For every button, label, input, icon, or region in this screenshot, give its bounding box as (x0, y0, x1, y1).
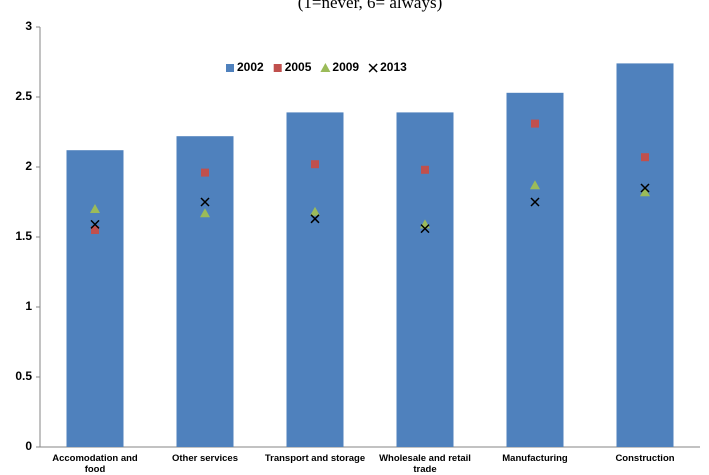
point (530, 180, 540, 190)
point (310, 206, 320, 216)
legend-label: 2009 (332, 60, 359, 74)
x-tick-label: Wholesale and retail trade (379, 453, 471, 475)
point (310, 214, 320, 224)
y-tick-label: 1 (25, 299, 32, 313)
legend-marker (273, 64, 282, 72)
legend-marker (320, 63, 331, 72)
point (200, 208, 210, 218)
point (90, 219, 100, 229)
bar (506, 92, 564, 448)
point (641, 153, 649, 162)
point (640, 187, 650, 197)
point (200, 197, 210, 207)
legend-label: 2013 (380, 60, 407, 74)
y-tick-label: 3 (25, 19, 32, 33)
y-tick-label: 0 (25, 439, 32, 453)
point (530, 197, 540, 207)
point (420, 224, 430, 234)
x-tick-label: Accomodation and food (52, 453, 138, 475)
legend-label: 2002 (237, 60, 264, 74)
x-tick-label: Construction (615, 453, 675, 464)
point (90, 204, 100, 213)
bar (396, 112, 454, 448)
legend-marker (226, 64, 234, 72)
bar (66, 150, 124, 447)
y-tick-label: 2.5 (15, 89, 32, 103)
point (421, 165, 429, 174)
point (531, 119, 539, 128)
point (201, 168, 209, 177)
x-tick-label: Other services (171, 453, 238, 464)
y-tick-label: 0.5 (15, 369, 32, 383)
legend-marker (368, 63, 378, 73)
chart-subtitle: (1=never, 6= always) (298, 0, 443, 12)
point (640, 183, 650, 193)
x-tick-label: Manufacturing (502, 453, 568, 464)
point (91, 226, 99, 234)
point (311, 160, 319, 169)
legend-label: 2005 (285, 60, 312, 74)
y-tick-label: 2 (25, 159, 32, 173)
bar (176, 136, 234, 447)
x-tick-label: Transport and storage (264, 453, 366, 464)
bar (616, 63, 674, 448)
y-tick-label: 1.5 (15, 229, 32, 243)
